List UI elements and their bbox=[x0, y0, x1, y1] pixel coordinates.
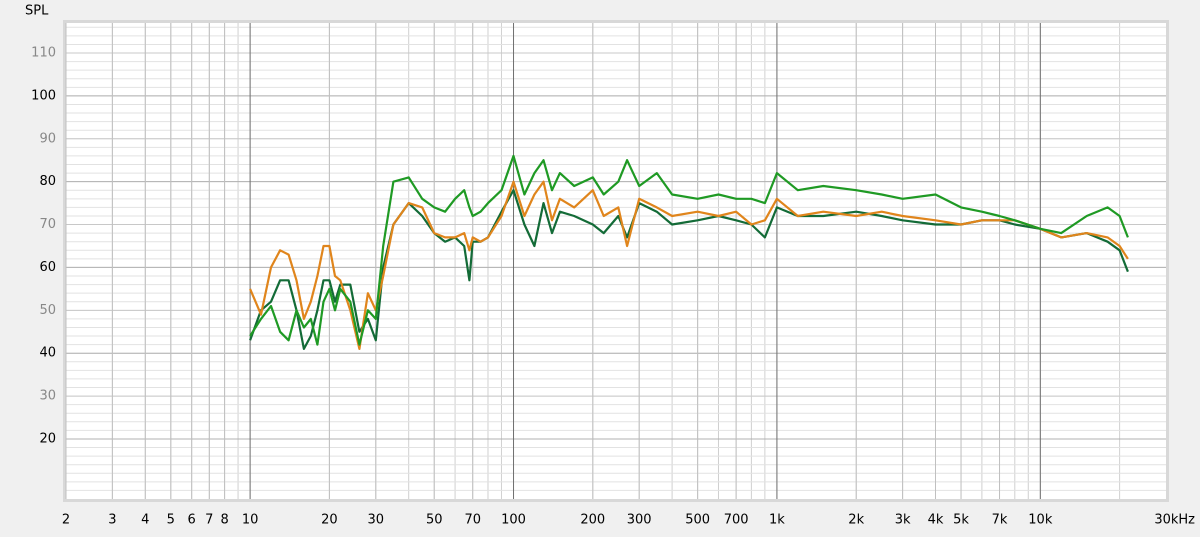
x-tick-label: 4 bbox=[141, 513, 149, 528]
x-tick-label: 2k bbox=[848, 513, 864, 528]
x-tick-label: 200 bbox=[580, 513, 605, 528]
x-tick-label: 6 bbox=[188, 513, 196, 528]
x-tick-label: 4k bbox=[928, 513, 944, 528]
x-tick-label: 500 bbox=[685, 513, 710, 528]
x-tick-label: 100 bbox=[501, 513, 526, 528]
plot-area bbox=[66, 23, 1166, 499]
y-tick-label: 70 bbox=[39, 217, 56, 232]
series-line bbox=[249, 154, 1129, 346]
x-tick-label: 50 bbox=[426, 513, 443, 528]
x-tick-label: 30kHz bbox=[1154, 513, 1195, 528]
y-tick-label: 30 bbox=[39, 389, 56, 404]
x-tick-label: 8 bbox=[220, 513, 228, 528]
y-tick-label: 50 bbox=[39, 303, 56, 318]
x-tick-label: 3k bbox=[895, 513, 911, 528]
x-tick-label: 70 bbox=[464, 513, 481, 528]
x-tick-label: 7k bbox=[992, 513, 1008, 528]
y-tick-label: 40 bbox=[39, 346, 56, 361]
y-axis-label: SPL bbox=[25, 4, 49, 19]
x-tick-label: 3 bbox=[108, 513, 116, 528]
x-tick-label: 10 bbox=[242, 513, 259, 528]
y-tick-label: 80 bbox=[39, 174, 56, 189]
x-tick-label: 1k bbox=[769, 513, 785, 528]
x-tick-label: 700 bbox=[724, 513, 749, 528]
y-tick-label: 20 bbox=[39, 431, 56, 446]
x-tick-label: 10k bbox=[1028, 513, 1053, 528]
y-tick-label: 60 bbox=[39, 260, 56, 275]
y-tick-label: 100 bbox=[31, 88, 56, 103]
series-line bbox=[249, 189, 1129, 350]
x-tick-label: 30 bbox=[368, 513, 385, 528]
y-tick-label: 110 bbox=[31, 46, 56, 61]
x-tick-label: 2 bbox=[62, 513, 70, 528]
x-tick-label: 20 bbox=[321, 513, 338, 528]
y-tick-label: 90 bbox=[39, 131, 56, 146]
x-tick-label: 5 bbox=[167, 513, 175, 528]
x-tick-label: 7 bbox=[205, 513, 213, 528]
x-tick-label: 5k bbox=[953, 513, 969, 528]
series-line bbox=[249, 180, 1129, 350]
x-tick-label: 300 bbox=[627, 513, 652, 528]
